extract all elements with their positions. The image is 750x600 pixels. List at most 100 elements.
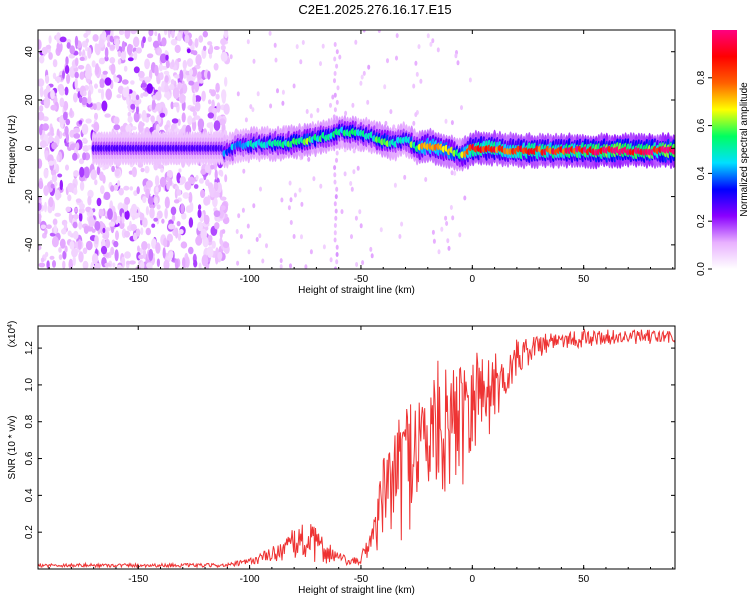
spectrogram-noise-cell xyxy=(52,218,58,226)
spectrogram-noise-cell xyxy=(182,192,190,199)
spectrogram-noise-cell xyxy=(281,89,285,95)
spectrogram-noise-cell xyxy=(444,118,448,124)
spectrogram-noise-cell xyxy=(265,243,268,249)
colorbar-tick-label: 0.8 xyxy=(696,70,707,84)
spectrogram-noise-cell xyxy=(99,78,105,87)
spectrogram-noise-cell xyxy=(170,206,177,216)
spectrogram-noise-cell xyxy=(333,56,337,62)
spectrogram-noise-cell xyxy=(102,70,108,75)
spectrogram-noise-cell xyxy=(39,55,45,64)
spectrogram-noise-cell xyxy=(166,91,171,101)
spectrogram-noise-cell xyxy=(249,104,253,110)
spectrogram-noise-cell xyxy=(166,181,171,190)
spectrogram-noise-cell xyxy=(177,233,181,241)
spectrogram-noise-cell xyxy=(44,201,47,213)
spectrogram-noise-cell xyxy=(207,235,213,243)
spectrogram-noise-cell xyxy=(126,260,131,265)
spectrogram-noise-cell xyxy=(219,170,224,177)
spectrogram-noise-cell xyxy=(213,63,219,71)
spectrogram-noise-cell xyxy=(145,188,151,199)
spectrogram-noise-cell xyxy=(106,34,111,43)
spectrogram-noise-cell xyxy=(171,30,175,39)
spectrogram-noise-cell xyxy=(74,57,79,67)
spectrogram-noise-cell xyxy=(221,89,227,101)
spectrogram-noise-cell xyxy=(187,115,193,126)
spectrogram-noise-cell xyxy=(103,191,111,201)
spectrogram-noise-cell xyxy=(145,227,151,236)
spectrogram-noise-cell xyxy=(66,42,71,49)
spectrogram-noise-cell xyxy=(170,79,175,86)
spectrogram-noise-cell xyxy=(142,217,148,228)
spectrogram-noise-cell xyxy=(188,80,195,86)
spectrogram-noise-cell xyxy=(107,251,112,258)
spectrogram-noise-cell xyxy=(69,45,75,55)
spectrogram-noise-cell xyxy=(446,238,450,244)
spectrogram-noise-cell xyxy=(151,238,157,250)
spectrogram-cells xyxy=(38,30,675,269)
spectrogram-noise-cell xyxy=(224,174,228,183)
spectrogram-noise-cell xyxy=(51,174,58,183)
spectrogram-noise-cell xyxy=(116,264,123,269)
spectrogram-noise-cell xyxy=(220,51,228,62)
spectrogram-noise-cell xyxy=(177,58,182,62)
spectrogram-noise-cell xyxy=(419,78,423,84)
spectrogram-noise-cell xyxy=(173,74,181,79)
spectrogram-noise-cell xyxy=(42,123,49,131)
spectrogram-noise-cell xyxy=(39,125,43,136)
spectrogram-noise-cell xyxy=(78,251,84,263)
spectrogram-noise-cell xyxy=(319,183,323,189)
spectrogram-noise-cell xyxy=(38,158,43,169)
spectrogram-noise-cell xyxy=(136,105,139,115)
spectrogram-noise-cell xyxy=(206,246,214,258)
spectrogram-noise-cell xyxy=(273,42,277,48)
spectrogram-noise-cell xyxy=(57,192,62,199)
spectrogram-noise-cell xyxy=(203,45,207,51)
spectrogram-noise-cell xyxy=(352,169,356,175)
spectrogram-noise-cell xyxy=(48,134,54,143)
spectrogram-noise-cell xyxy=(136,186,140,195)
spectrogram-noise-cell xyxy=(59,36,67,43)
spectrogram-noise-cell xyxy=(135,47,142,54)
spectrogram-noise-cell xyxy=(112,262,116,268)
spectrogram-noise-cell xyxy=(82,137,88,143)
spectrogram-noise-cell xyxy=(157,33,161,44)
spectrogram-noise-cell xyxy=(91,253,99,265)
spectrogram-noise-cell xyxy=(176,189,182,196)
spectrogram-noise-cell xyxy=(171,118,179,124)
spectrogram-noise-cell xyxy=(251,107,255,113)
spectrogram-noise-cell xyxy=(162,247,166,259)
spectrogram-noise-cell xyxy=(102,227,106,234)
spectrogram-noise-cell xyxy=(412,83,416,89)
spectrogram-noise-cell xyxy=(222,241,230,249)
spectrogram-noise-cell xyxy=(352,148,356,154)
spectrogram-noise-cell xyxy=(96,197,102,207)
spectrogram-noise-cell xyxy=(389,109,393,115)
spectrogram-noise-cell xyxy=(415,71,419,77)
spectrogram-noise-cell xyxy=(109,44,116,50)
spectrogram-noise-cell xyxy=(65,118,71,126)
spectrogram-noise-cell xyxy=(82,247,88,255)
spectrogram-noise-cell xyxy=(51,142,58,150)
spectrogram-noise-cell xyxy=(236,91,240,97)
spectrogram-noise-cell xyxy=(64,86,69,96)
colorbar-tick-label: 0.2 xyxy=(696,214,707,228)
spectrogram-noise-cell xyxy=(221,229,226,234)
spectrogram-noise-cell xyxy=(166,176,170,182)
spectrogram-noise-cell xyxy=(95,63,100,75)
spectrogram-noise-cell xyxy=(193,259,198,268)
spectrogram-noise-cell xyxy=(164,196,170,209)
spectrogram-noise-cell xyxy=(436,47,440,53)
spectrogram-noise-cell xyxy=(140,227,144,235)
spectrogram-noise-cell xyxy=(147,196,154,206)
spectrogram-noise-cell xyxy=(150,115,155,123)
spectrogram-noise-cell xyxy=(116,94,122,99)
spectrogram-noise-cell xyxy=(94,83,98,89)
spectrogram-noise-cell xyxy=(336,85,340,91)
spectrogram-noise-cell xyxy=(38,262,46,268)
spectrogram-noise-cell xyxy=(218,209,224,219)
spectrogram-noise-cell xyxy=(117,50,122,57)
spectrogram-noise-cell xyxy=(73,127,81,134)
spectrogram-noise-cell xyxy=(204,164,211,174)
spectrogram-noise-cell xyxy=(104,47,109,58)
spectrogram-noise-cell xyxy=(414,60,418,66)
